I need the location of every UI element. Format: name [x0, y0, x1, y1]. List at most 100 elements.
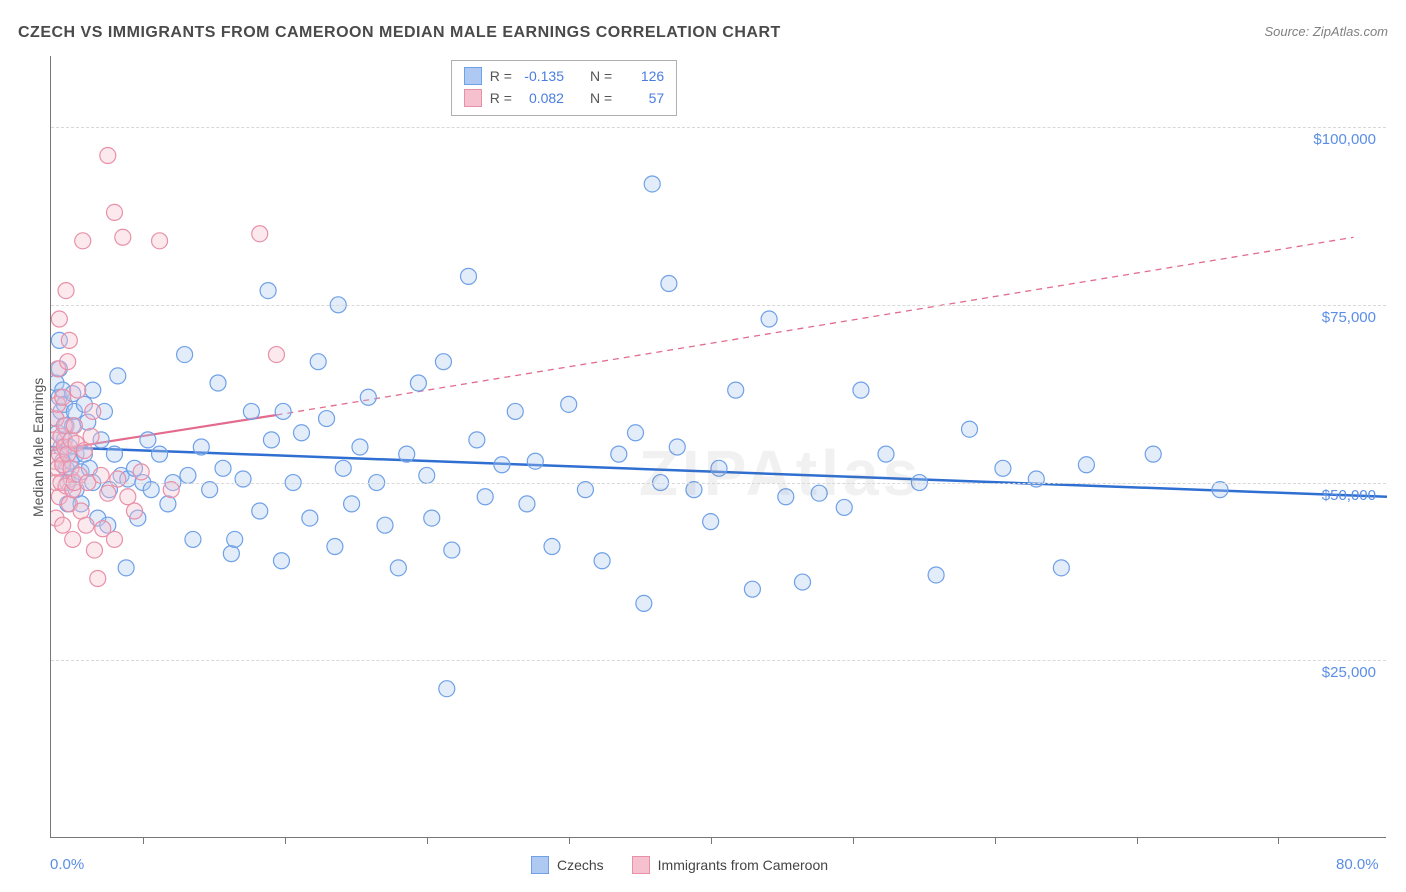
gridline [51, 483, 1386, 484]
data-point [75, 233, 91, 249]
data-point [106, 531, 122, 547]
legend-label: Czechs [557, 857, 604, 873]
data-point [133, 464, 149, 480]
y-tick-label: $100,000 [1313, 131, 1376, 148]
n-value: 57 [620, 87, 664, 109]
data-point [319, 411, 335, 427]
data-point [928, 567, 944, 583]
legend-stat-row: R = -0.135 N = 126 [464, 65, 664, 87]
data-point [235, 471, 251, 487]
data-point [728, 382, 744, 398]
data-point [636, 595, 652, 611]
data-point [66, 418, 82, 434]
data-point [878, 446, 894, 462]
r-value: -0.135 [520, 65, 564, 87]
legend-correlation-box: R = -0.135 N = 126 R = 0.082 N = 57 [451, 60, 677, 116]
data-point [644, 176, 660, 192]
data-point [477, 489, 493, 505]
data-point [140, 432, 156, 448]
data-point [85, 403, 101, 419]
data-point [1212, 482, 1228, 498]
data-point [594, 553, 610, 569]
data-point [85, 382, 101, 398]
source-label: Source: ZipAtlas.com [1264, 24, 1388, 39]
data-point [61, 332, 77, 348]
data-point [177, 347, 193, 363]
data-point [93, 467, 109, 483]
data-point [544, 539, 560, 555]
data-point [494, 457, 510, 473]
data-point [100, 485, 116, 501]
y-tick-label: $50,000 [1322, 487, 1376, 504]
data-point [120, 489, 136, 505]
data-point [419, 467, 435, 483]
data-point [302, 510, 318, 526]
data-point [110, 368, 126, 384]
data-point [360, 389, 376, 405]
y-axis-title: Median Male Earnings [30, 378, 46, 517]
data-point [227, 531, 243, 547]
data-point [275, 403, 291, 419]
data-point [110, 471, 126, 487]
data-point [1078, 457, 1094, 473]
data-point [310, 354, 326, 370]
legend-swatch [531, 856, 549, 874]
data-point [263, 432, 279, 448]
data-point [611, 446, 627, 462]
x-tick [285, 837, 286, 844]
x-tick [427, 837, 428, 844]
data-point [160, 496, 176, 512]
data-point [86, 542, 102, 558]
data-point [152, 233, 168, 249]
data-point [78, 517, 94, 533]
legend-item: Czechs [531, 856, 604, 874]
data-point [115, 229, 131, 245]
data-point [127, 503, 143, 519]
data-point [335, 460, 351, 476]
gridline [51, 660, 1386, 661]
x-axis-min-label: 0.0% [50, 856, 84, 873]
x-tick [1278, 837, 1279, 844]
data-point [439, 681, 455, 697]
x-tick [143, 837, 144, 844]
data-point [223, 546, 239, 562]
data-point [686, 482, 702, 498]
data-point [711, 460, 727, 476]
data-point [215, 460, 231, 476]
data-point [744, 581, 760, 597]
data-point [106, 446, 122, 462]
x-tick [1137, 837, 1138, 844]
legend-series: Czechs Immigrants from Cameroon [531, 856, 828, 874]
data-point [55, 517, 71, 533]
data-point [58, 283, 74, 299]
data-point [202, 482, 218, 498]
scatter-chart [51, 56, 1387, 838]
legend-item: Immigrants from Cameroon [632, 856, 828, 874]
gridline [51, 305, 1386, 306]
r-label: R = [490, 65, 512, 87]
r-value: 0.082 [520, 87, 564, 109]
data-point [90, 571, 106, 587]
data-point [65, 531, 81, 547]
legend-label: Immigrants from Cameroon [658, 857, 828, 873]
n-label: N = [590, 65, 612, 87]
data-point [962, 421, 978, 437]
data-point [577, 482, 593, 498]
gridline [51, 127, 1386, 128]
data-point [268, 347, 284, 363]
data-point [344, 496, 360, 512]
r-label: R = [490, 87, 512, 109]
data-point [795, 574, 811, 590]
data-point [118, 560, 134, 576]
data-point [70, 382, 86, 398]
data-point [424, 510, 440, 526]
x-tick [569, 837, 570, 844]
data-point [252, 503, 268, 519]
data-point [185, 531, 201, 547]
data-point [76, 443, 92, 459]
data-point [243, 403, 259, 419]
legend-swatch [464, 89, 482, 107]
data-point [527, 453, 543, 469]
data-point [778, 489, 794, 505]
data-point [1053, 560, 1069, 576]
